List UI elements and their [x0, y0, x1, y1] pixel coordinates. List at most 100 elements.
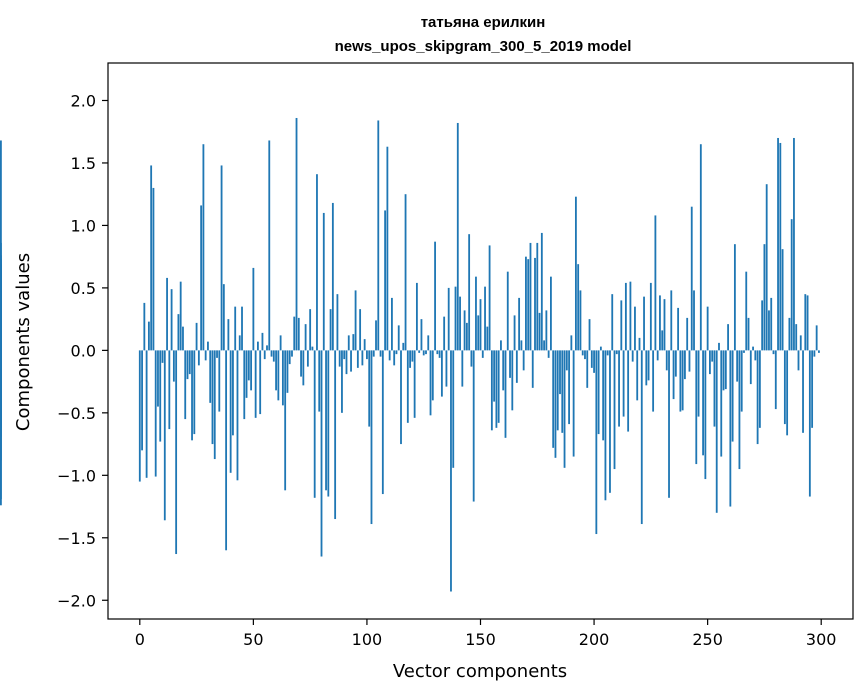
- bar: [368, 350, 371, 427]
- bar: [343, 350, 346, 360]
- bar: [261, 332, 264, 351]
- bar: [143, 302, 146, 351]
- bar: [202, 144, 205, 351]
- bar: [166, 277, 168, 351]
- bar: [454, 286, 457, 351]
- bar: [811, 350, 814, 428]
- bar: [779, 142, 782, 351]
- bar: [325, 350, 327, 491]
- bar: [193, 350, 196, 435]
- bar: [552, 350, 555, 448]
- bar: [500, 340, 502, 351]
- bar: [815, 325, 818, 351]
- bar: [520, 340, 523, 351]
- x-tick-label: 200: [579, 630, 610, 649]
- bar: [241, 306, 243, 351]
- bar: [220, 165, 223, 351]
- bar: [570, 335, 573, 351]
- bar: [352, 334, 355, 351]
- bar: [359, 309, 362, 351]
- bar: [720, 350, 723, 457]
- bar: [745, 271, 748, 351]
- bar: [495, 350, 498, 428]
- bar: [602, 350, 605, 441]
- bar: [611, 294, 614, 351]
- bar: [715, 350, 718, 513]
- bar: [795, 324, 798, 351]
- bar: [674, 350, 677, 377]
- bar: [559, 350, 561, 395]
- bar: [518, 297, 521, 351]
- bar: [184, 350, 187, 420]
- bar: [631, 350, 634, 362]
- bar: [540, 232, 543, 351]
- bar: [152, 187, 155, 351]
- bar: [322, 212, 325, 351]
- bar: [613, 350, 616, 470]
- bar: [806, 295, 809, 351]
- bar: [150, 165, 153, 351]
- bar: [182, 326, 184, 351]
- bar: [781, 249, 784, 351]
- bar: [309, 309, 312, 351]
- bar: [186, 350, 189, 380]
- bar: [461, 350, 464, 387]
- bar: [259, 350, 262, 415]
- bar: [629, 281, 632, 351]
- bar: [154, 350, 157, 477]
- bar: [774, 350, 777, 410]
- bar: [275, 350, 277, 391]
- bar: [643, 296, 645, 351]
- bar: [649, 282, 652, 351]
- bar: [456, 122, 459, 351]
- bar: [263, 350, 266, 360]
- bar: [218, 350, 221, 412]
- bar: [247, 350, 250, 381]
- bar: [375, 320, 377, 351]
- bar: [684, 350, 686, 380]
- bar: [620, 300, 623, 351]
- bar: [281, 350, 284, 406]
- bar: [604, 350, 607, 501]
- bar: [452, 350, 455, 468]
- bar: [447, 287, 450, 351]
- bar: [300, 350, 302, 377]
- y-tick-label: 0.0: [71, 341, 96, 360]
- bar: [577, 264, 580, 351]
- bar: [345, 350, 348, 375]
- bar: [574, 196, 577, 351]
- plot-area-frame: [107, 62, 854, 620]
- bar: [677, 307, 680, 351]
- bar: [704, 350, 707, 480]
- bar: [511, 350, 514, 411]
- bar: [645, 350, 648, 386]
- bar: [211, 350, 214, 445]
- bar: [525, 256, 527, 351]
- bar: [445, 350, 448, 387]
- x-tick-label: 150: [465, 630, 496, 649]
- bar: [384, 210, 387, 351]
- bar: [588, 319, 591, 351]
- bar: [740, 350, 743, 412]
- bar: [702, 350, 704, 456]
- bar: [531, 350, 534, 388]
- bar: [579, 290, 582, 351]
- bar: [799, 335, 802, 351]
- bar: [563, 350, 566, 468]
- bar: [690, 206, 693, 351]
- bar: [209, 350, 212, 403]
- bar: [279, 335, 282, 351]
- bar: [229, 350, 232, 473]
- bar: [238, 335, 241, 351]
- bar: [420, 319, 423, 351]
- bar: [622, 350, 625, 417]
- bar: [786, 350, 789, 436]
- bar: [327, 350, 330, 497]
- y-tick-label: −1.0: [57, 466, 96, 485]
- bar: [665, 350, 668, 371]
- bar: [527, 259, 530, 351]
- bar: [634, 306, 636, 351]
- bar: [493, 350, 496, 402]
- bar: [686, 317, 689, 351]
- bar: [672, 350, 675, 400]
